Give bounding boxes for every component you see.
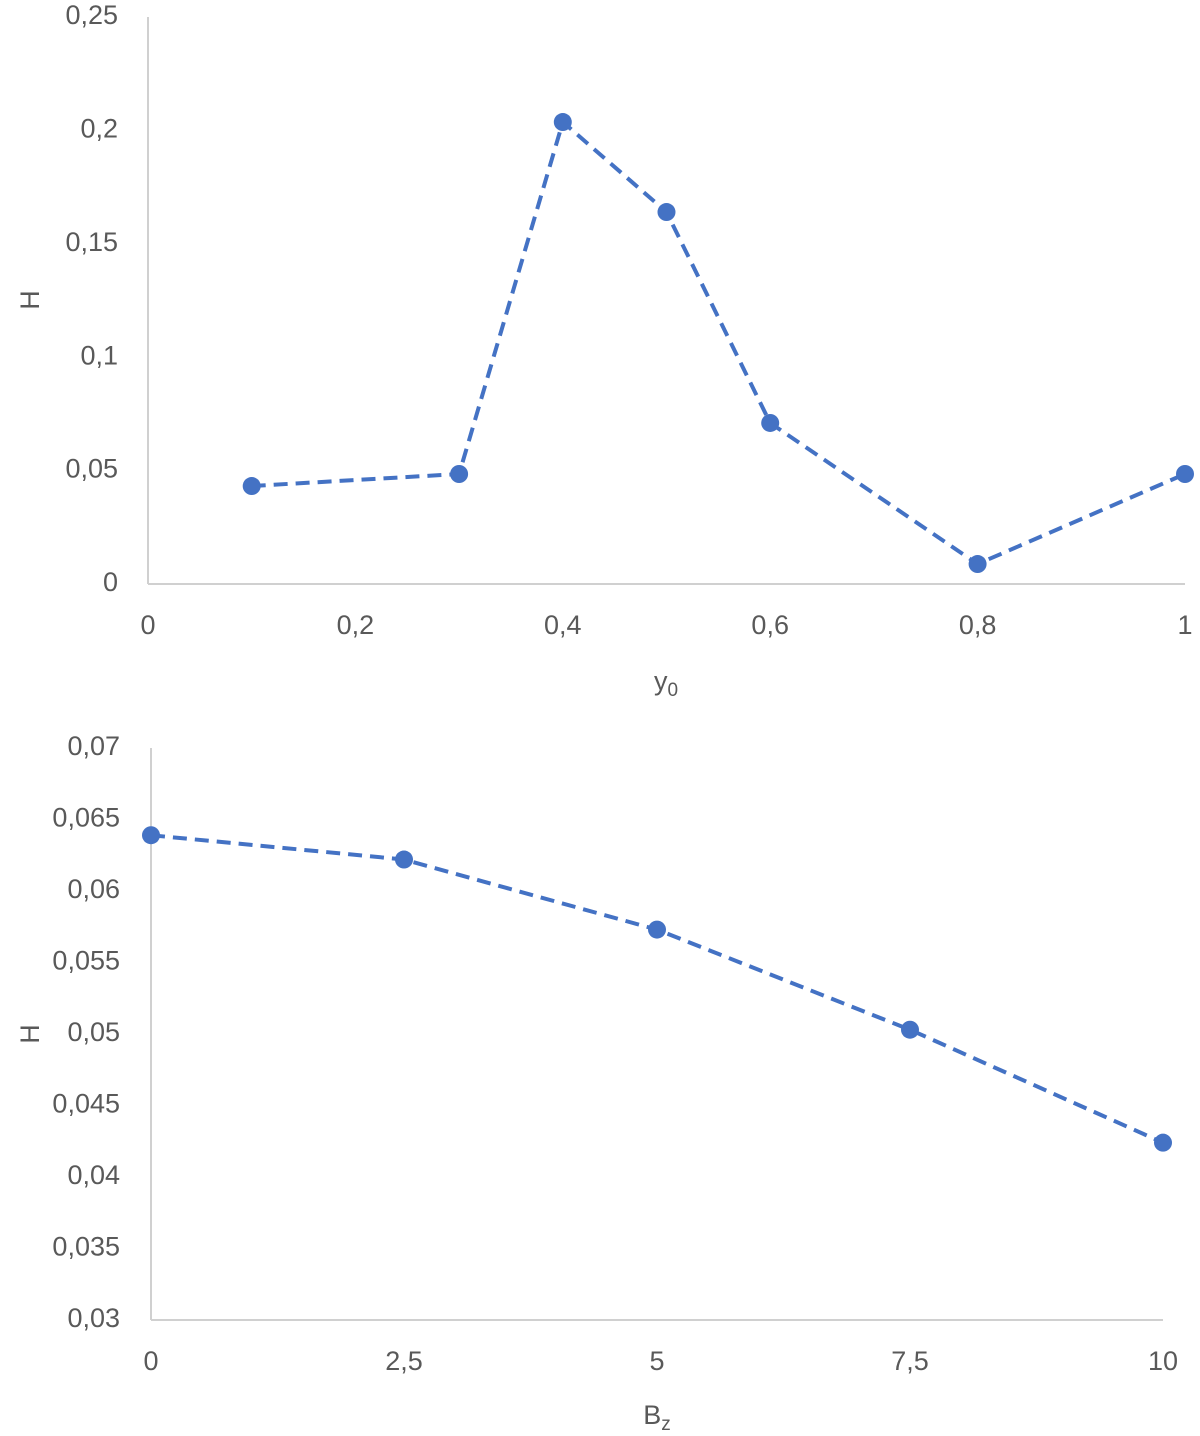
data-point [1176,465,1194,484]
x-axis-label: Bz [643,1400,671,1435]
y-tick-label: 0 [103,567,118,597]
data-point [1154,1133,1172,1152]
x-tick-label: 0,4 [544,610,582,640]
y-tick-label: 0,065 [52,803,120,833]
series-line [150,833,1164,1145]
x-tick-label: 0,2 [337,610,375,640]
chart: 0,03 0,035 0,04 0,045 0,05 0,055 0,06 0,065 0,07… [15,731,1178,1435]
y-tick-label: 0,055 [52,946,120,976]
data-point [450,465,469,484]
x-axis-label: y0 [654,666,678,701]
x-axis-label-base: y [654,666,668,696]
y-axis-label: H [15,1024,45,1044]
data-point [553,113,572,132]
y-tick-label: 0,03 [67,1303,120,1333]
x-tick-label: 0,8 [959,610,997,640]
y-tick-label: 0,1 [80,340,118,370]
data-point [657,203,676,222]
y-tick-label: 0,2 [80,114,118,144]
x-tick-label: 0,6 [751,610,789,640]
y-tick-label: 0,05 [65,454,118,484]
data-point [648,920,666,939]
x-axis-label-subscript: z [661,1414,671,1435]
y-tick-label: 0,04 [67,1160,120,1190]
data-point [968,555,987,574]
x-tick-label: 0 [143,1346,158,1376]
y-tick-label: 0,25 [65,0,118,30]
x-tick-label: 10 [1148,1346,1178,1376]
data-point [395,850,413,869]
y-tick-label: 0,045 [52,1089,120,1119]
data-point [242,477,261,496]
y-tick-label: 0,035 [52,1232,120,1262]
y-axis-label: H [15,290,45,310]
x-tick-label: 2,5 [385,1346,423,1376]
y-tick-label: 0,05 [67,1017,120,1047]
x-tick-label: 1 [1177,610,1192,640]
data-point [142,826,160,845]
data-point [761,413,780,432]
y-tick-label: 0,07 [67,731,120,761]
data-point [901,1020,919,1039]
y-tick-label: 0,06 [67,874,120,904]
x-tick-label: 0 [140,610,155,640]
x-axis-label-subscript: 0 [667,680,678,701]
x-tick-label: 5 [649,1346,664,1376]
x-axis-label-base: B [643,1400,661,1430]
y-tick-label: 0,15 [65,227,118,257]
series-line [251,118,1186,567]
x-tick-label: 7,5 [891,1346,929,1376]
